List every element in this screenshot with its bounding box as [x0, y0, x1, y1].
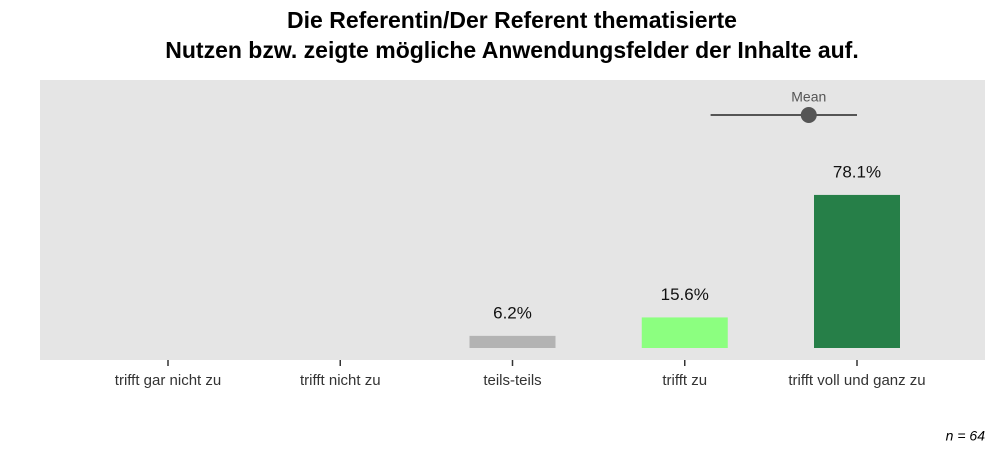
x-tick-label: trifft zu	[662, 372, 707, 389]
value-label: 15.6%	[661, 285, 709, 304]
chart-title: Die Referentin/Der Referent thematisiert…	[287, 7, 737, 33]
x-tick-label: trifft nicht zu	[300, 372, 381, 389]
x-tick-label: trifft voll und ganz zu	[788, 372, 925, 389]
x-tick-label: trifft gar nicht zu	[115, 372, 221, 389]
chart-title: Nutzen bzw. zeigte mögliche Anwendungsfe…	[165, 37, 858, 63]
value-label: 6.2%	[493, 303, 532, 322]
mean-label: Mean	[791, 89, 826, 105]
mean-point	[800, 107, 817, 123]
sample-size-note: n = 64	[946, 428, 986, 444]
value-label: 78.1%	[833, 162, 881, 181]
bar	[814, 194, 900, 348]
bar	[469, 335, 556, 348]
bar	[641, 317, 728, 348]
x-tick-label: teils-teils	[483, 372, 541, 389]
